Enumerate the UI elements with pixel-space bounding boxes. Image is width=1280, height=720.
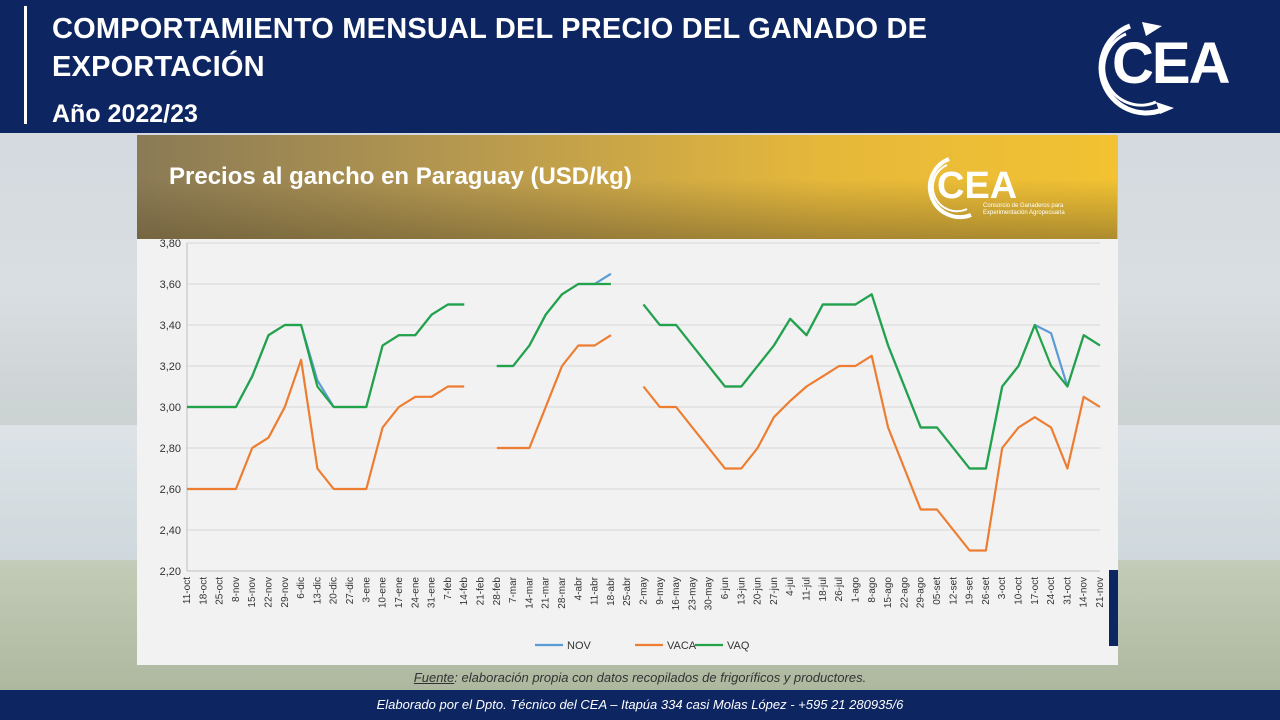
x-tick-label: 27-jun [769,577,780,605]
x-tick-label: 22-nov [264,577,275,608]
cea-small-logo-text: CEA [937,165,1018,207]
y-tick-label: 3,80 [160,239,181,250]
legend-label: NOV [567,640,592,652]
x-tick-label: 18-jul [818,577,829,601]
x-tick-label: 14-mar [524,576,535,608]
cea-small-swoosh-icon [927,157,972,219]
y-tick-label: 2,60 [160,484,181,496]
x-tick-label: 12-set [948,577,959,605]
page-subtitle: Año 2022/23 [52,100,198,128]
x-tick-label: 16-may [671,577,682,610]
header-accent-bar [24,6,27,124]
y-tick-label: 3,20 [160,361,181,373]
x-tick-label: 27-dic [345,577,356,604]
y-tick-label: 3,60 [160,279,181,291]
x-tick-label: 7-mar [508,576,519,603]
legend-label: VACA [667,640,697,652]
y-tick-label: 2,20 [160,566,181,578]
x-tick-label: 14-nov [1079,577,1090,608]
x-tick-label: 7-feb [443,577,454,600]
x-tick-label: 21-mar [541,576,552,608]
x-tick-label: 26-jul [834,577,845,601]
x-tick-label: 3-ene [361,577,372,603]
line-chart: 2,20 2,40 2,60 2,80 3,00 3,20 3,40 3,60 3,80 11-… [160,239,1106,652]
x-tick-label: 23-may [687,577,698,610]
x-tick-label: 8-nov [231,577,242,602]
x-tick-label: 29-nov [280,577,291,608]
chart-grid [187,242,1100,572]
source-text: : elaboración propia con datos recopilad… [454,670,867,685]
x-tick-label: 30-may [704,577,715,610]
x-tick-label: 4-abr [573,576,584,600]
chart-title: Precios al gancho en Paraguay (USD/kg) [169,163,632,190]
x-tick-label: 10-ene [378,577,389,609]
source-note: Fuente: elaboración propia con datos rec… [0,670,1280,685]
x-tick-label: 9-may [655,577,666,605]
x-tick-label: 4-jul [785,577,796,596]
x-tick-label: 1-ago [850,577,861,603]
y-axis: 2,20 2,40 2,60 2,80 3,00 3,20 3,40 3,60 3,80 [160,239,188,578]
x-tick-label: 6-jun [720,577,731,599]
legend-label: VAQ [727,640,750,652]
x-tick-label: 28-feb [492,577,503,606]
x-tick-label: 22-ago [899,577,910,609]
x-tick-label: 14-feb [459,577,470,606]
y-tick-label: 3,00 [160,402,181,414]
x-tick-label: 20-jun [753,577,764,605]
x-tick-label: 29-ago [916,577,927,609]
cattle-herd-image [137,179,1117,239]
x-tick-label: 11-jul [802,577,813,601]
cea-small-logo: CEA Consorcio de Ganaderos para Experime… [915,153,1115,223]
x-tick-label: 25-oct [215,577,226,605]
cea-logo-text: CEA [1112,31,1230,96]
x-tick-label: 3-oct [997,577,1008,599]
header: COMPORTAMIENTO MENSUAL DEL PRECIO DEL GA… [0,0,1280,133]
x-tick-label: 17-oct [1030,577,1041,605]
page-title: COMPORTAMIENTO MENSUAL DEL PRECIO DEL GA… [52,13,928,83]
x-tick-label: 24-ene [410,577,421,609]
x-tick-label: 25-abr [622,576,633,606]
x-tick-label: 8-ago [867,577,878,603]
y-tick-label: 2,80 [160,443,181,455]
series-line-nov [187,272,1101,470]
x-tick-label: 15-nov [247,577,258,608]
footer: Elaborado por el Dpto. Técnico del CEA –… [0,690,1280,720]
x-tick-label: 18-oct [198,577,209,605]
cea-logo: CEA [1082,18,1262,118]
series-line-vaq [187,282,1101,470]
y-tick-label: 2,40 [160,525,181,537]
x-tick-label: 21-nov [1095,577,1106,608]
x-tick-label: 17-ene [394,577,405,609]
x-tick-label: 31-ene [427,577,438,609]
x-tick-label: 24-oct [1046,577,1057,605]
series-line-vaca [187,334,1101,552]
x-tick-label: 2-may [639,577,650,605]
chart-legend: NOV VACA VAQ [535,640,750,652]
x-tick-label: 19-set [965,577,976,605]
x-tick-label: 11-oct [182,577,193,604]
cea-small-logo-tagline: Consorcio de Ganaderos para Experimentac… [983,203,1065,216]
decorative-strip [1109,570,1118,646]
chart-series [187,272,1101,552]
x-tick-label: 11-abr [590,576,601,605]
x-tick-label: 18-abr [606,576,617,606]
x-tick-label: 10-oct [1013,577,1024,605]
chart-card: Precios al gancho en Paraguay (USD/kg) C… [137,135,1118,665]
x-tick-label: 31-oct [1062,577,1073,605]
x-tick-label: 26-set [981,577,992,605]
x-tick-label: 6-dic [296,577,307,599]
y-tick-label: 3,40 [160,320,181,332]
x-tick-label: 13-jun [736,577,747,605]
x-tick-label: 15-ago [883,577,894,609]
x-tick-label: 05-set [932,577,943,605]
x-tick-label: 21-feb [475,577,486,606]
x-tick-label: 28-mar [557,576,568,608]
chart-banner: Precios al gancho en Paraguay (USD/kg) C… [137,135,1118,239]
source-label: Fuente [413,670,455,685]
cea-logo-swoosh-icon [1098,22,1174,116]
x-tick-label: 13-dic [312,577,323,604]
x-axis: 11-oct 18-oct 25-oct 8-nov 15-nov 22-nov 29-no… [182,570,1106,610]
x-tick-label: 20-dic [329,577,340,604]
